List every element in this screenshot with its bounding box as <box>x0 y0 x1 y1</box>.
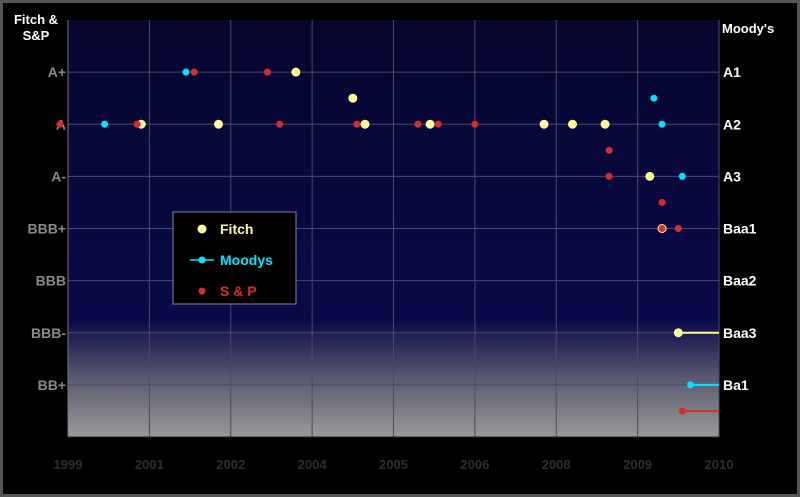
x-tick-6: 2008 <box>542 457 571 472</box>
s-p-point-13 <box>674 225 682 232</box>
legend-label-moodys: Moodys <box>220 252 273 268</box>
s-p-point-9 <box>605 146 613 154</box>
left-rating-a: A+ <box>48 64 66 80</box>
fitch-point-6 <box>539 119 549 129</box>
grid-lines <box>67 20 720 438</box>
moodys-point-2 <box>650 94 658 102</box>
moodys-point-1 <box>182 68 190 76</box>
s-p-point-12 <box>658 225 666 232</box>
left-rating-a: A- <box>51 168 66 184</box>
legend-item-s-p: S & P <box>198 283 257 299</box>
legend-marker-fitch <box>197 224 207 234</box>
left-rating-bb: BB+ <box>38 377 66 393</box>
data-points <box>56 67 695 415</box>
right-rating-ba1: Ba1 <box>723 377 749 393</box>
legend-label-s-p: S & P <box>220 283 257 299</box>
left-rating-bbb: BBB- <box>31 325 66 341</box>
s-p-point-10 <box>605 172 613 180</box>
x-tick-4: 2005 <box>379 457 408 472</box>
legend-item-fitch: Fitch <box>197 221 253 237</box>
legend-label-fitch: Fitch <box>220 221 253 237</box>
moodys-point-3 <box>658 120 666 128</box>
legend-marker-moodys <box>198 256 206 264</box>
fitch-point-4 <box>360 119 370 129</box>
fitch-point-7 <box>568 119 578 129</box>
x-tick-0: 1999 <box>54 457 83 472</box>
s-p-point-2 <box>190 68 198 76</box>
right-rating-baa1: Baa1 <box>723 221 757 237</box>
moodys-point-0 <box>101 120 109 128</box>
x-axis-tick-labels: 1999 2001 2002 2004 2005 2006 2008 2009 2010 <box>54 457 734 472</box>
legend-box <box>172 211 297 305</box>
left-rating-bbb: BBB+ <box>27 221 66 237</box>
fitch-point-3 <box>348 93 358 103</box>
right-rating-a2: A2 <box>723 116 741 132</box>
series-s-p <box>56 68 686 415</box>
right-rating-labels: Ba1 Baa3 Baa2 Baa1 A3 A2 A1 <box>723 64 757 393</box>
fitch-point-2 <box>291 67 301 77</box>
x-tick-5: 2006 <box>460 457 489 472</box>
right-rating-baa3: Baa3 <box>723 325 757 341</box>
legend-item-moodys: Moodys <box>190 252 273 268</box>
s-p-point-6 <box>414 120 422 128</box>
left-axis-title-line2: S&P <box>23 28 50 43</box>
fitch-point-5 <box>425 119 435 129</box>
legend: Fitch Moodys S & P <box>172 211 297 305</box>
fitch-point-9 <box>645 171 655 181</box>
series-moodys <box>101 68 695 389</box>
s-p-point-5 <box>353 120 361 128</box>
s-p-point-3 <box>263 68 271 76</box>
s-p-point-8 <box>471 120 479 128</box>
legend-marker-s-p <box>198 287 206 295</box>
x-tick-7: 2009 <box>623 457 652 472</box>
x-tick-1: 2001 <box>135 457 164 472</box>
right-rating-a3: A3 <box>723 168 741 184</box>
fitch-point-8 <box>600 119 610 129</box>
x-tick-2: 2002 <box>216 457 245 472</box>
current-rating-lines <box>678 331 719 412</box>
x-tick-3: 2004 <box>298 457 328 472</box>
left-rating-bbb: BBB <box>36 273 66 289</box>
s-p-point-7 <box>434 120 442 128</box>
moodys-point-5 <box>687 381 695 389</box>
left-axis-title-line1: Fitch & <box>14 12 58 27</box>
moodys-point-4 <box>678 172 686 180</box>
x-tick-8: 2010 <box>705 457 734 472</box>
right-axis-title: Moody's <box>722 21 774 36</box>
right-rating-baa2: Baa2 <box>723 273 757 289</box>
s-p-point-4 <box>276 120 284 128</box>
right-rating-a1: A1 <box>723 64 741 80</box>
s-p-point-11 <box>658 198 666 206</box>
s-p-point-1 <box>133 120 141 128</box>
fitch-point-11 <box>673 328 683 338</box>
fitch-point-1 <box>214 119 224 129</box>
s-p-point-14 <box>678 407 686 415</box>
s-p-point-0 <box>56 120 64 128</box>
